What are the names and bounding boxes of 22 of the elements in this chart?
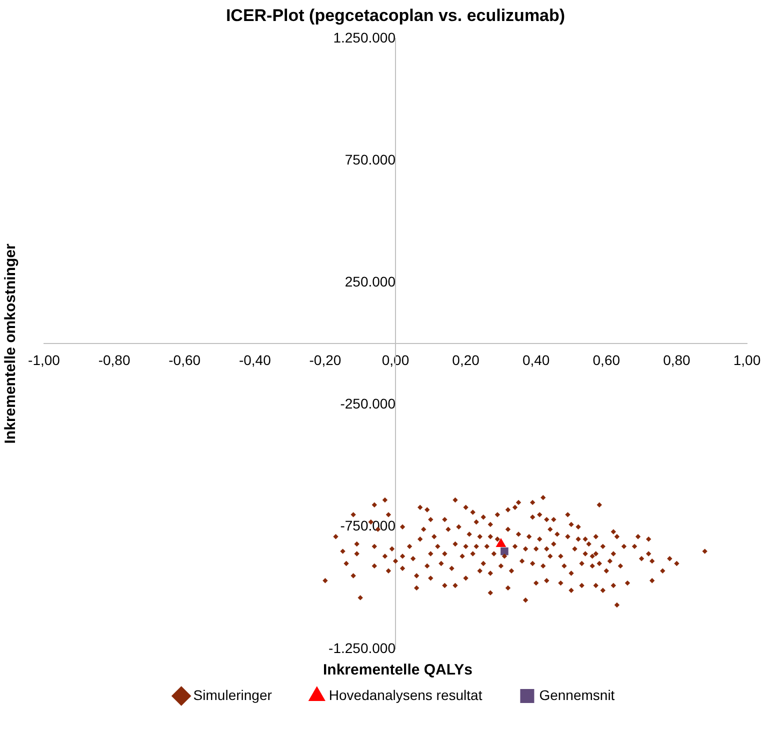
y-tick-label: 1.250.000 [333, 29, 396, 46]
x-tick-label: 0,80 [663, 352, 691, 368]
x-tick-label: 1,00 [733, 352, 761, 368]
legend-label: Hovedanalysens resultat [328, 686, 482, 703]
legend-label: Simuleringer [193, 686, 272, 703]
x-tick-label: -0,40 [238, 352, 272, 368]
y-tick-label: 750.000 [344, 151, 396, 168]
x-tick-label: -0,80 [98, 352, 130, 368]
legend-label: Gennemsnit [539, 686, 615, 703]
x-tick-label: 0,60 [592, 352, 620, 368]
x-tick-label: -0,60 [168, 352, 201, 368]
y-tick-label: 250.000 [344, 274, 396, 290]
y-tick-label: -250.000 [340, 396, 396, 412]
x-tick-label: -0,20 [309, 352, 342, 368]
x-axis-title: Inkrementelle QALYs [323, 662, 473, 679]
x-tick-label: -1,00 [28, 352, 60, 368]
x-tick-label: 0,20 [452, 352, 480, 368]
y-axis-title: Inkrementelle omkostninger [2, 244, 20, 444]
chart-title: ICER-Plot (pegcetacoplan vs. eculizumab) [226, 6, 566, 25]
x-tick-label: 0,40 [522, 352, 550, 368]
y-tick-label: -1.250.000 [328, 640, 396, 656]
y-tick-label: -750.000 [340, 518, 396, 534]
